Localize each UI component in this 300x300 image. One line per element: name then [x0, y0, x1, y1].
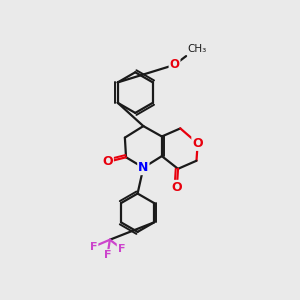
Text: O: O [169, 58, 179, 71]
Text: F: F [118, 244, 125, 254]
Text: O: O [192, 137, 203, 150]
Text: F: F [90, 242, 98, 252]
Text: O: O [172, 181, 182, 194]
Text: CH₃: CH₃ [187, 44, 206, 54]
Text: O: O [102, 155, 113, 168]
Text: F: F [104, 250, 111, 260]
Text: N: N [138, 161, 148, 174]
